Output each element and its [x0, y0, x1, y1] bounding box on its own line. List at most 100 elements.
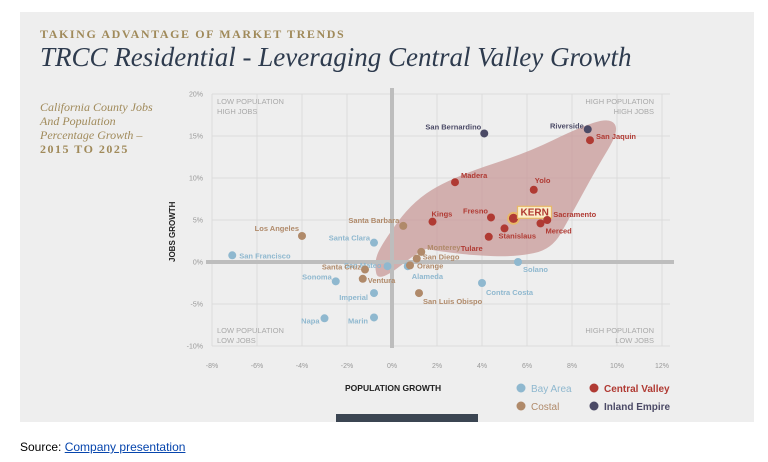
point-label: Santa Clara [329, 234, 371, 243]
axes: -8% -6% -4% -2% 0% 2% 4% 6% 8% 10% 12% 20% 15% 10% 5% 0… [187, 88, 674, 370]
point-label: Kings [432, 210, 453, 219]
source-link[interactable]: Company presentation [64, 440, 186, 454]
point-label: San Francisco [239, 251, 291, 260]
point-marin [370, 313, 378, 322]
x-tick-label: 4% [477, 363, 487, 370]
point-contra-costa [478, 279, 486, 287]
legend-label: Bay Area [531, 384, 572, 395]
point-label: Imperial [339, 293, 368, 302]
point-stanislaus [500, 224, 509, 233]
point-label: Napa [301, 316, 320, 325]
point-label: Alameda [412, 272, 444, 281]
point-los-angeles [298, 231, 306, 240]
point-santa-cruz [361, 265, 369, 274]
point-label: San Mateo [344, 261, 382, 270]
point-label: Marin [348, 316, 368, 325]
legend-label: Central Valley [604, 384, 670, 395]
quadrant-label: HIGH JOBS [614, 107, 654, 116]
x-tick-label: -4% [296, 363, 308, 370]
point-fresno [487, 213, 495, 222]
legend-marker [516, 383, 526, 393]
point-label: Sonoma [302, 272, 332, 281]
x-tick-label: 2% [432, 363, 442, 370]
x-tick-label: -2% [341, 363, 353, 370]
point-san-diego [412, 254, 421, 263]
point-label: Los Angeles [255, 224, 299, 233]
quadrant-label: HIGH JOBS [217, 107, 257, 116]
source-line: Source: Company presentation [20, 440, 185, 454]
y-tick-label: 10% [189, 176, 203, 183]
x-axis-label: POPULATION GROWTH [345, 383, 442, 393]
point-tulare [484, 232, 493, 241]
highlight-region [375, 120, 617, 277]
legend-marker [516, 401, 526, 411]
point-riverside [583, 125, 592, 134]
chart-subtitle: California County Jobs And Population Pe… [40, 100, 153, 142]
point-label: San Bernardino [425, 122, 481, 131]
y-tick-label: 0% [193, 260, 203, 267]
point-san-bernardino [480, 129, 489, 138]
point-sacramento [543, 216, 552, 224]
source-prefix: Source: [20, 440, 65, 454]
point-san-francisco [228, 251, 237, 260]
point-napa [320, 314, 329, 323]
quadrant-label: HIGH POPULATION [585, 326, 654, 335]
kern-highlight-box [516, 205, 553, 219]
point-merced [536, 219, 545, 228]
point-san-mateo [383, 262, 392, 271]
point-ventura [358, 274, 367, 283]
quadrant-label: LOW POPULATION [217, 97, 284, 106]
x-tick-label: -6% [251, 363, 263, 370]
point-label: Contra Costa [486, 288, 534, 297]
point-label: Merced [546, 226, 573, 235]
x-tick-label: 0% [387, 363, 397, 370]
point-label: Santa Cruz [322, 263, 361, 272]
legend: Bay Area Central Valley Costal Inland Empir… [516, 383, 671, 413]
point-label: Stanislaus [499, 231, 537, 240]
point-label: Monterey [427, 243, 461, 252]
y-tick-label: 5% [193, 218, 203, 225]
central-valley-region [375, 120, 617, 277]
quadrant-label: LOW JOBS [217, 336, 256, 345]
point-label: San Luis Obispo [423, 297, 483, 306]
point-monterey [417, 247, 426, 256]
point-label: Fresno [463, 206, 488, 215]
quadrant-label: LOW JOBS [615, 336, 654, 345]
legend-label: Costal [531, 402, 559, 413]
point-kings [428, 217, 437, 226]
kicker: TAKING ADVANTAGE OF MARKET TRENDS [40, 27, 346, 41]
footer-bar [336, 414, 478, 422]
point-san-jaquin [586, 136, 594, 145]
point-label: Tulare [461, 244, 483, 253]
point-label: Orange [417, 261, 443, 270]
point-solano [514, 258, 522, 266]
point-label: Sacramento [553, 210, 596, 219]
point-label: San Diego [423, 253, 460, 262]
point-santa-clara [370, 238, 378, 247]
chart-subtitle-range: 2015 TO 2025 [40, 142, 129, 156]
x-tick-label: 8% [567, 363, 577, 370]
point-label: San Jaquin [596, 132, 636, 141]
y-tick-label: -10% [187, 344, 203, 351]
point-sonoma [331, 277, 340, 286]
y-tick-label: -5% [191, 302, 203, 309]
point-label: KERN [521, 207, 549, 218]
x-tick-label: 10% [610, 363, 624, 370]
y-tick-label: 15% [189, 134, 203, 141]
quadrant-label: LOW POPULATION [217, 326, 284, 335]
point-orange [406, 261, 414, 270]
chart-panel [20, 12, 754, 422]
point-label: Ventura [368, 276, 396, 285]
legend-marker [589, 383, 599, 393]
point-label: Yolo [535, 176, 551, 185]
data-points: San Francisco Santa Clara San Mateo Sonoma I… [228, 121, 636, 325]
point-label: Riverside [550, 121, 584, 130]
point-label: Madera [461, 171, 488, 180]
point-santa-barbara [399, 221, 408, 230]
point-label: Solano [523, 265, 548, 274]
point-imperial [370, 289, 378, 298]
x-tick-label: 6% [522, 363, 532, 370]
legend-marker [589, 401, 599, 411]
